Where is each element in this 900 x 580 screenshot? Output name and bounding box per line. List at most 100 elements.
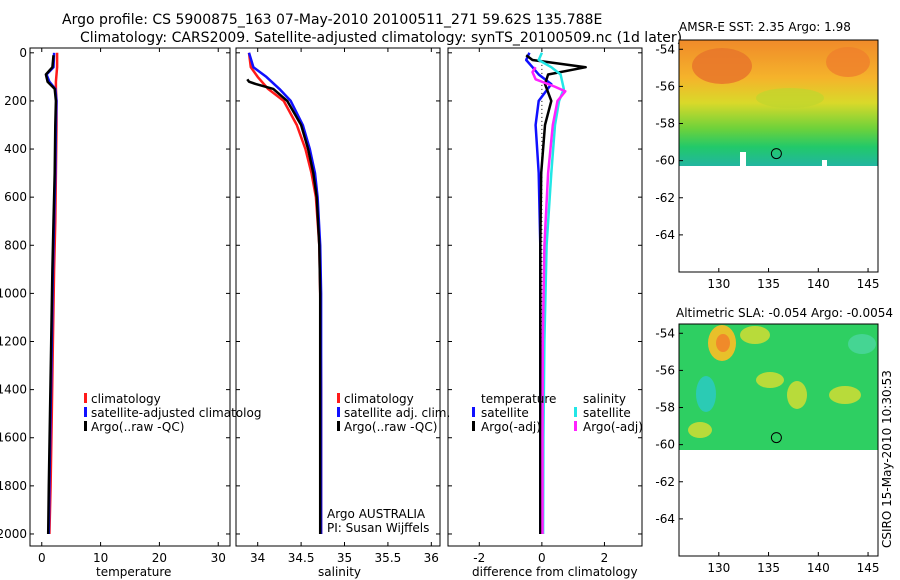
sla-mid-patch xyxy=(688,422,712,438)
legend-swatch-temp-satellite xyxy=(472,407,475,417)
sla-map: Altimetric SLA: -0.054 Argo: -0.0054 130… xyxy=(655,306,893,575)
difference-xlabel: difference from climatology xyxy=(472,565,638,579)
y-tick-label: -54 xyxy=(655,326,675,340)
sst-warm-patch xyxy=(692,48,752,84)
sla-mid-patch xyxy=(829,386,861,404)
legend-label-argo: Argo(..raw -QC) xyxy=(344,420,437,434)
series-line-salinity-argo-adj- xyxy=(531,66,567,534)
y-tick-label: 1400 xyxy=(0,383,27,397)
sla-low-patch xyxy=(848,334,876,354)
y-tick-label: -60 xyxy=(655,438,675,452)
float-position-marker xyxy=(770,432,782,444)
temperature-axes-frame xyxy=(29,47,231,547)
x-tick-label: 140 xyxy=(807,561,830,575)
difference-panel: -2 0 2 difference from climatology tempera… xyxy=(447,47,643,579)
x-tick-label: 145 xyxy=(857,561,880,575)
x-tick-label: 35 xyxy=(337,551,352,565)
y-tick-label: 1800 xyxy=(0,479,27,493)
x-tick-label: 145 xyxy=(857,277,880,291)
x-tick-label: 0 xyxy=(38,551,46,565)
y-tick-label: -64 xyxy=(655,512,675,526)
x-tick-label: 130 xyxy=(707,561,730,575)
x-tick-label: 135 xyxy=(757,277,780,291)
timestamp-label: CSIRO 15-May-2010 10:30:53 xyxy=(880,370,894,548)
salinity-axes-frame xyxy=(235,47,441,547)
y-tick-label: -56 xyxy=(655,79,675,93)
sla-low-patch xyxy=(696,376,716,412)
y-tick-label: -62 xyxy=(655,191,675,205)
y-tick-label: 1200 xyxy=(0,335,27,349)
sla-high-patch xyxy=(716,334,730,352)
legend-swatch-temp-argo xyxy=(472,421,475,431)
series-line-climatology xyxy=(247,52,323,534)
legend-title-temperature: temperature xyxy=(481,392,556,406)
salinity-panel: 34 34.5 35 35.5 36 salinity climatology sate… xyxy=(235,47,450,579)
x-tick-label: 10 xyxy=(93,551,108,565)
legend-label-argo: Argo(..raw -QC) xyxy=(91,420,184,434)
legend-label-temp-satellite: satellite xyxy=(481,406,529,420)
legend-swatch-satellite xyxy=(84,407,87,417)
y-tick-label: 400 xyxy=(4,142,27,156)
legend-label-temp-argo: Argo(-adj) xyxy=(481,420,541,434)
sst-map-frame xyxy=(678,39,879,273)
temperature-panel: 0 10 20 30 0 200 400 600 800 1000 1200 1400 1600 1800… xyxy=(0,46,261,579)
sla-map-frame xyxy=(678,323,879,557)
y-tick-label: -54 xyxy=(655,42,675,56)
y-tick-label: 1600 xyxy=(0,431,27,445)
difference-axes-frame xyxy=(447,47,643,547)
x-tick-label: 135 xyxy=(757,561,780,575)
sst-warm-patch xyxy=(826,47,870,77)
salinity-legend: climatology satellite adj. clim. Argo(..… xyxy=(337,392,450,434)
x-tick-label: 35.5 xyxy=(375,551,402,565)
x-tick-label: 34 xyxy=(250,551,265,565)
sst-mid-patch xyxy=(756,88,824,108)
legend-title-salinity: salinity xyxy=(583,392,626,406)
difference-legend: temperature salinity satellite Argo(-adj… xyxy=(472,392,643,434)
salinity-xlabel: salinity xyxy=(318,565,361,579)
sla-mid-patch xyxy=(787,381,807,409)
legend-swatch-climatology xyxy=(337,393,340,403)
sst-heatmap-patches xyxy=(692,47,870,166)
legend-swatch-sal-argo xyxy=(574,421,577,431)
sla-heatmap-patches xyxy=(688,325,876,438)
sla-map-title: Altimetric SLA: -0.054 Argo: -0.0054 xyxy=(676,306,893,320)
x-tick-label: 34.5 xyxy=(288,551,315,565)
legend-label-sal-argo: Argo(-adj) xyxy=(583,420,643,434)
figure-title-line1: Argo profile: CS 5900875_163 07-May-2010… xyxy=(62,12,602,28)
legend-label-climatology: climatology xyxy=(344,392,414,406)
series-line-argo-raw-qc- xyxy=(246,78,322,534)
y-tick-label: -60 xyxy=(655,154,675,168)
y-tick-label: 2000 xyxy=(0,527,27,541)
annotation-argo-australia: Argo AUSTRALIA xyxy=(327,507,426,521)
legend-swatch-argo xyxy=(84,421,87,431)
x-tick-label: 0 xyxy=(538,551,546,565)
legend-label-sal-satellite: satellite xyxy=(583,406,631,420)
y-tick-label: -58 xyxy=(655,401,675,415)
y-tick-label: -56 xyxy=(655,363,675,377)
legend-swatch-climatology xyxy=(84,393,87,403)
series-line-argo-raw-qc- xyxy=(44,55,58,535)
y-tick-label: 800 xyxy=(4,238,27,252)
annotation-pi-name: PI: Susan Wijffels xyxy=(327,521,429,535)
legend-swatch-argo xyxy=(337,421,340,431)
y-tick-label: 1000 xyxy=(0,286,27,300)
y-tick-label: 0 xyxy=(19,46,27,60)
series-line-salinity-satellite xyxy=(537,52,566,535)
x-tick-label: 140 xyxy=(807,277,830,291)
series-line-satellite-adj-clim- xyxy=(247,52,323,534)
x-tick-label: 30 xyxy=(211,551,226,565)
x-tick-label: 36 xyxy=(424,551,439,565)
temperature-xlabel: temperature xyxy=(96,565,171,579)
y-tick-label: 200 xyxy=(4,94,27,108)
x-tick-label: 130 xyxy=(707,277,730,291)
legend-swatch-satellite xyxy=(337,407,340,417)
x-tick-label: 2 xyxy=(601,551,609,565)
y-tick-label: -58 xyxy=(655,117,675,131)
figure-title-line2: Climatology: CARS2009. Satellite-adjuste… xyxy=(80,30,682,46)
x-tick-label: 20 xyxy=(152,551,167,565)
legend-label-satellite: satellite adj. clim. xyxy=(344,406,450,420)
sst-missing-data xyxy=(822,160,827,166)
float-position-marker xyxy=(770,148,782,160)
sla-mid-patch xyxy=(756,372,784,388)
